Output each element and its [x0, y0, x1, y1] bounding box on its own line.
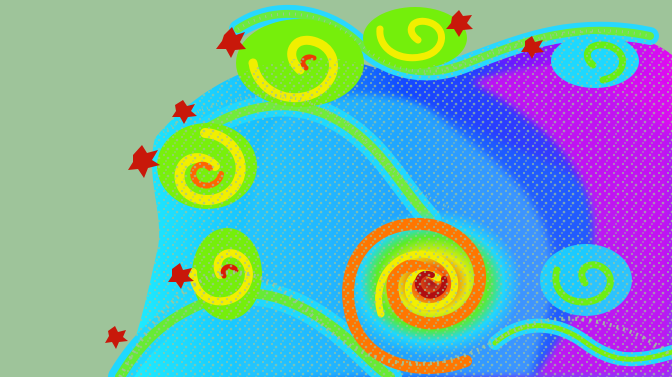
fractal-edge-texture [118, 12, 672, 377]
red-fractal-tips [105, 10, 544, 349]
